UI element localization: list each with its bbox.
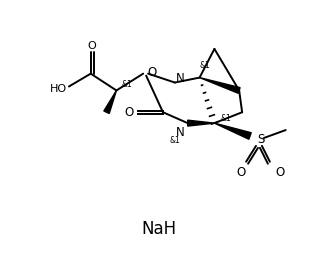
Polygon shape (214, 123, 251, 139)
Text: N: N (176, 126, 184, 139)
Polygon shape (200, 77, 240, 93)
Text: NaH: NaH (142, 220, 176, 238)
Text: &1: &1 (221, 114, 232, 123)
Text: &1: &1 (169, 136, 180, 146)
Text: O: O (275, 166, 284, 179)
Text: O: O (148, 66, 157, 79)
Polygon shape (188, 120, 214, 126)
Text: N: N (176, 72, 184, 85)
Text: O: O (237, 166, 246, 179)
Text: &1: &1 (199, 61, 210, 70)
Text: O: O (87, 41, 96, 51)
Text: &1: &1 (122, 80, 133, 89)
Text: O: O (125, 106, 134, 119)
Text: HO: HO (50, 85, 66, 94)
Polygon shape (104, 90, 116, 113)
Text: S: S (257, 133, 265, 146)
